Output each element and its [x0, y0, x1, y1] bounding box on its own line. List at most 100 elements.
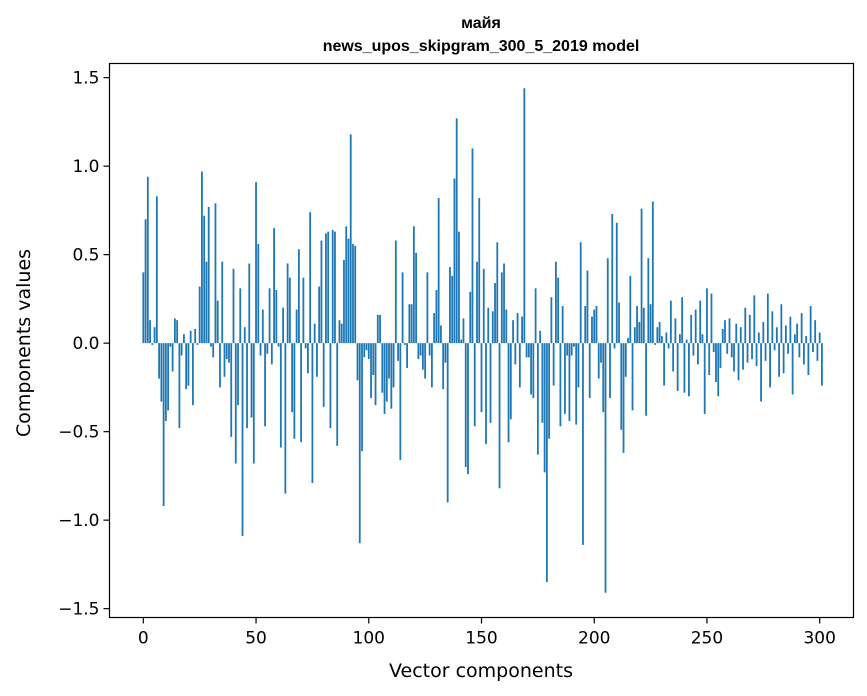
- x-tick-label: 0: [138, 629, 149, 649]
- bar-242: [688, 343, 690, 397]
- bar-52: [259, 343, 262, 356]
- bar-181: [550, 297, 553, 344]
- bar-246: [697, 343, 699, 365]
- bar-227: [654, 343, 656, 345]
- bar-265: [739, 327, 742, 344]
- bar-36: [223, 343, 226, 377]
- bar-163: [509, 343, 512, 420]
- bar-46: [246, 343, 248, 429]
- bar-234: [669, 300, 672, 344]
- bar-268: [746, 343, 749, 363]
- bar-247: [699, 300, 702, 344]
- bar-57: [270, 343, 273, 365]
- bar-45: [243, 327, 246, 344]
- bar-105: [379, 314, 381, 344]
- bar-251: [708, 343, 711, 376]
- bar-145: [469, 291, 472, 344]
- bar-291: [798, 343, 801, 358]
- bar-273: [757, 332, 760, 344]
- bar-180: [548, 343, 551, 439]
- bar-149: [478, 198, 481, 344]
- bar-293: [803, 343, 805, 365]
- bar-207: [609, 343, 611, 399]
- bar-176: [539, 330, 542, 344]
- bar-270: [751, 343, 753, 360]
- bar-155: [491, 311, 494, 344]
- bar-260: [728, 318, 731, 344]
- bar-67: [293, 343, 296, 439]
- bar-64: [286, 263, 289, 344]
- bar-238: [679, 334, 681, 344]
- bar-37: [225, 343, 228, 360]
- bar-154: [489, 343, 492, 423]
- bar-85: [334, 231, 336, 344]
- bar-158: [498, 343, 501, 489]
- bar-290: [796, 323, 799, 344]
- bar-87: [338, 320, 341, 344]
- bar-193: [577, 343, 580, 388]
- bar-series: [142, 88, 823, 593]
- bar-220: [638, 321, 641, 344]
- bar-269: [748, 314, 751, 344]
- bar-109: [388, 343, 390, 379]
- bar-112: [394, 240, 397, 344]
- bar-170: [525, 343, 528, 358]
- bar-259: [726, 343, 729, 354]
- bar-283: [780, 304, 783, 344]
- bar-264: [737, 343, 740, 381]
- bar-261: [730, 343, 733, 358]
- bar-171: [527, 343, 530, 358]
- bar-222: [642, 307, 645, 344]
- bar-294: [805, 336, 808, 344]
- bar-93: [352, 244, 354, 344]
- bar-209: [613, 343, 616, 349]
- bar-65: [288, 277, 291, 344]
- bar-201: [595, 305, 598, 344]
- bar-61: [279, 343, 282, 448]
- x-axis: 0 50 100 150 200 250 300: [138, 617, 836, 649]
- bar-99: [365, 343, 368, 351]
- bar-140: [458, 231, 460, 344]
- bar-300: [818, 332, 821, 344]
- bar-213: [622, 343, 625, 453]
- bar-17: [180, 343, 183, 356]
- bar-295: [807, 343, 810, 376]
- bar-75: [311, 343, 314, 483]
- bar-215: [627, 337, 629, 344]
- bar-22: [192, 343, 194, 406]
- bar-73: [307, 343, 309, 374]
- bar-190: [570, 343, 573, 356]
- bar-102: [372, 343, 375, 376]
- bar-24: [196, 343, 199, 345]
- bar-138: [453, 178, 456, 344]
- bar-26: [201, 171, 203, 344]
- bar-108: [385, 343, 388, 402]
- bar-272: [755, 343, 758, 367]
- bar-281: [775, 327, 778, 344]
- bar-278: [769, 343, 771, 388]
- bar-191: [573, 343, 575, 347]
- bar-141: [460, 339, 463, 344]
- bar-275: [762, 321, 765, 344]
- bar-301: [821, 343, 823, 386]
- bar-253: [712, 343, 715, 352]
- bar-33: [216, 300, 219, 344]
- bar-187: [564, 343, 566, 414]
- y-tick-label: 1.0: [72, 157, 99, 177]
- bar-68: [295, 309, 298, 344]
- bar-160: [503, 263, 505, 344]
- bar-169: [523, 88, 526, 344]
- bar-11: [167, 343, 170, 411]
- y-axis-label: Components values: [13, 249, 35, 437]
- bar-34: [219, 343, 221, 388]
- bar-284: [782, 343, 785, 374]
- bar-166: [516, 313, 519, 344]
- bar-94: [354, 245, 357, 344]
- x-tick-label: 100: [353, 629, 385, 649]
- bar-174: [534, 288, 537, 344]
- bar-161: [505, 309, 508, 344]
- bar-38: [228, 343, 230, 363]
- y-tick-label: 0.0: [72, 334, 99, 354]
- bar-82: [327, 231, 330, 344]
